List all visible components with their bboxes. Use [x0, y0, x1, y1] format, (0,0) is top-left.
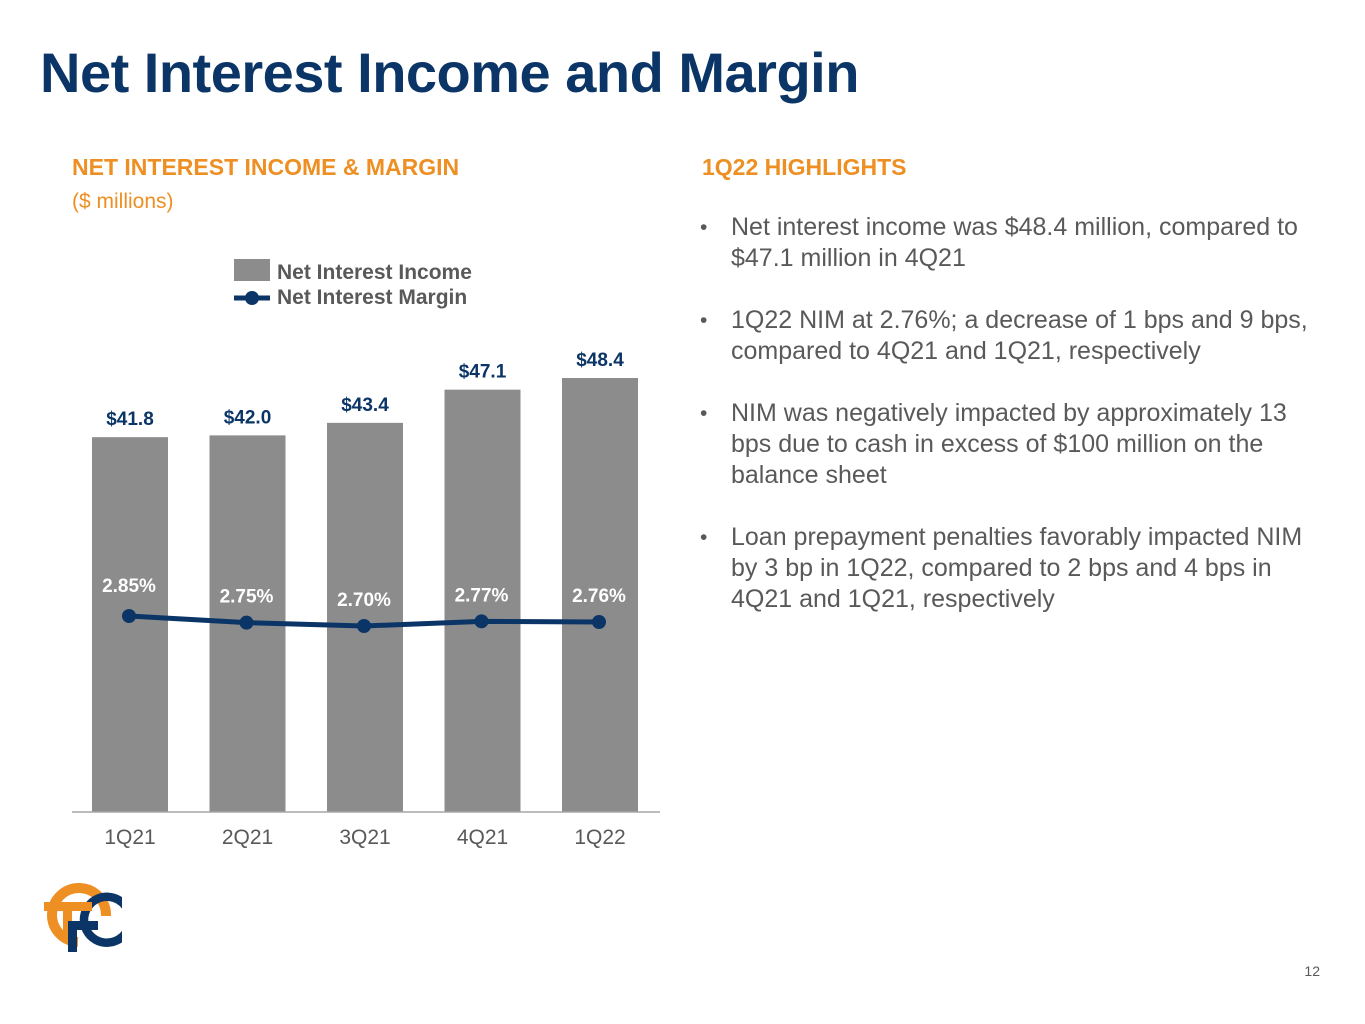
nim-marker: [357, 619, 371, 633]
nim-marker: [239, 615, 254, 630]
highlights-list: • Net interest income was $48.4 million,…: [700, 212, 1320, 646]
nim-markers: [122, 609, 606, 633]
bar-3q21: [327, 422, 403, 812]
bar-1q22: [562, 378, 638, 812]
chart-heading: NET INTEREST INCOME & MARGIN: [72, 154, 460, 180]
highlight-text: 1Q22 NIM at 2.76%; a decrease of 1 bps a…: [731, 306, 1308, 365]
highlight-item: • 1Q22 NIM at 2.76%; a decrease of 1 bps…: [700, 305, 1320, 367]
chart-legend: Net Interest Income Net Interest Margin: [234, 259, 472, 309]
nim-marker: [592, 615, 606, 629]
bullet-dot-icon: •: [700, 402, 708, 425]
page-title: Net Interest Income and Margin: [40, 41, 859, 104]
x-tick-label: 3Q21: [339, 826, 390, 849]
bullet-dot-icon: •: [700, 216, 708, 239]
highlight-text: Net interest income was $48.4 million, c…: [731, 213, 1298, 272]
bar-value-label: $48.4: [576, 350, 624, 371]
legend-swatch-marker: [245, 291, 259, 305]
net-interest-chart: Net Interest Income Net Interest Margin …: [72, 259, 660, 849]
bar-value-label: $42.0: [224, 407, 272, 428]
page-number: 12: [1304, 963, 1320, 979]
bar-labels: $41.8 $42.0 $43.4 $47.1 $48.4: [106, 350, 624, 430]
highlight-item: • NIM was negatively impacted by approxi…: [700, 398, 1320, 491]
nim-marker: [474, 614, 489, 629]
bar-value-label: $43.4: [341, 395, 389, 416]
highlight-item: • Loan prepayment penalties favorably im…: [700, 522, 1320, 615]
nim-value-label: 2.77%: [455, 585, 509, 606]
bar-1q21: [92, 437, 168, 812]
bar-value-label: $47.1: [459, 362, 507, 383]
bullet-dot-icon: •: [700, 526, 708, 549]
company-logo-icon: [44, 883, 122, 952]
highlight-text: NIM was negatively impacted by approxima…: [731, 399, 1287, 489]
x-tick-label: 1Q22: [574, 826, 625, 849]
bar-value-label: $41.8: [106, 409, 154, 430]
highlight-item: • Net interest income was $48.4 million,…: [700, 212, 1320, 274]
highlight-text: Loan prepayment penalties favorably impa…: [731, 523, 1303, 613]
nim-labels: 2.85% 2.75% 2.70% 2.77% 2.76%: [102, 576, 626, 611]
x-axis-ticks: 1Q21 2Q21 3Q21 4Q21 1Q22: [104, 826, 625, 849]
chart-subheading: ($ millions): [72, 190, 174, 213]
nim-value-label: 2.85%: [102, 576, 156, 597]
legend-label-line: Net Interest Margin: [277, 286, 467, 309]
bullet-dot-icon: •: [700, 309, 708, 332]
legend-label-bar: Net Interest Income: [277, 261, 472, 284]
x-tick-label: 2Q21: [222, 826, 273, 849]
highlights-heading: 1Q22 HIGHLIGHTS: [702, 154, 907, 180]
bar-4q21: [444, 389, 521, 812]
x-tick-label: 1Q21: [104, 826, 155, 849]
nim-marker: [122, 609, 136, 623]
nim-value-label: 2.76%: [572, 586, 626, 607]
nim-value-label: 2.75%: [220, 587, 274, 608]
legend-swatch-bar: [234, 259, 270, 281]
nim-value-label: 2.70%: [337, 590, 391, 611]
x-tick-label: 4Q21: [457, 826, 508, 849]
